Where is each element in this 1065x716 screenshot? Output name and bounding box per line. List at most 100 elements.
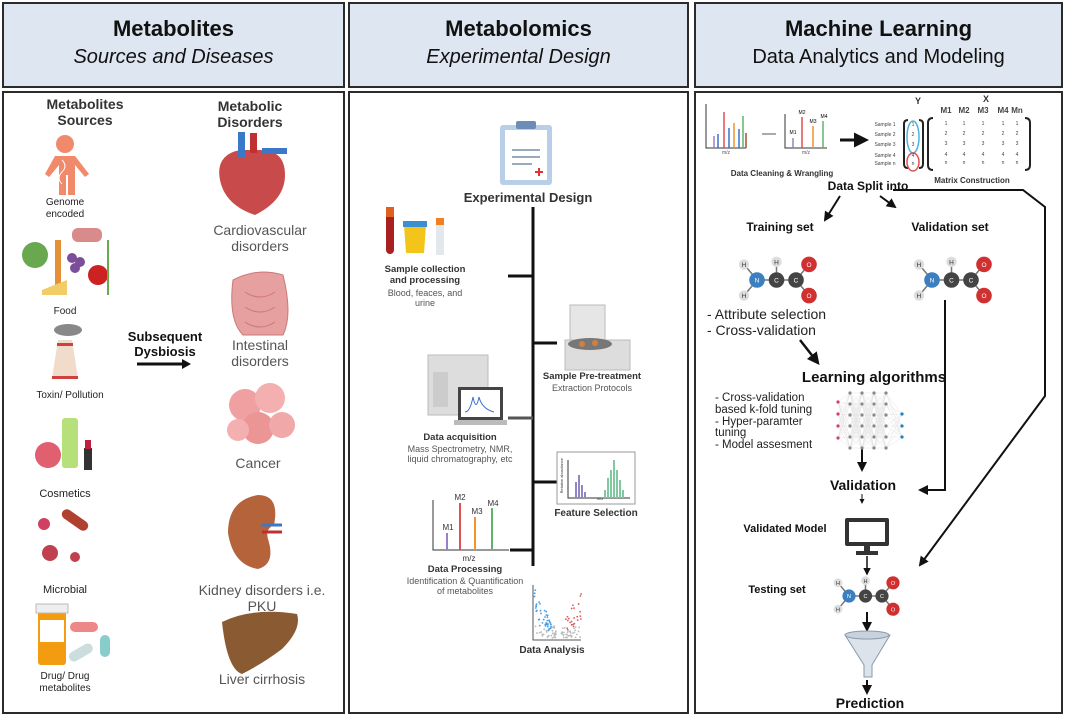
nn-node bbox=[860, 413, 864, 417]
neural-network-icon bbox=[836, 391, 904, 450]
volcano-point bbox=[573, 631, 576, 634]
heart-icon bbox=[219, 132, 287, 215]
volcano-point bbox=[539, 603, 541, 605]
arrow-right-icon bbox=[137, 359, 191, 369]
nn-node bbox=[872, 435, 876, 439]
matrix-x-label: X bbox=[982, 94, 990, 104]
nn-node bbox=[860, 424, 864, 428]
volcano-point bbox=[564, 618, 567, 621]
matrix-cell: 4 bbox=[944, 152, 948, 158]
feature-selection-title: Feature Selection bbox=[554, 508, 638, 519]
volcano-point bbox=[541, 621, 544, 624]
matrix-cell: 1 bbox=[944, 121, 948, 127]
clean-spectrum-icon bbox=[784, 114, 827, 149]
matrix-cell: 3 bbox=[1015, 141, 1019, 147]
matrix-cell: 4 bbox=[1001, 152, 1005, 158]
amino-acid-molecule-icon: H N C C O O H H bbox=[913, 256, 992, 304]
factory-pollution-icon bbox=[52, 324, 82, 379]
volcano-point bbox=[578, 626, 581, 629]
volcano-point bbox=[546, 619, 549, 622]
matrix-cell: 2 bbox=[962, 131, 966, 137]
peak-label: M2 bbox=[454, 493, 466, 502]
volcano-point bbox=[550, 625, 552, 628]
matrix-row-label: Sample 3 bbox=[874, 142, 896, 148]
volcano-point bbox=[538, 631, 541, 634]
volcano-point bbox=[566, 636, 568, 639]
volcano-point bbox=[551, 637, 554, 639]
matrix-cell: 1 bbox=[1001, 121, 1005, 127]
source-toxin-label: Toxin/ Pollution bbox=[36, 390, 104, 401]
atom-label: C bbox=[949, 278, 954, 285]
matrix-column-header: M4 bbox=[997, 106, 1009, 115]
monitor-icon bbox=[845, 518, 889, 555]
volcano-point bbox=[562, 627, 564, 630]
sample-collection-desc: Blood, feaces, and urine bbox=[387, 288, 463, 309]
mass-spectrometer-icon bbox=[427, 354, 507, 425]
matrix-row-label: Sample n bbox=[874, 161, 896, 167]
header-title: Metabolomics bbox=[445, 16, 592, 41]
volcano-point bbox=[547, 634, 550, 637]
nn-node bbox=[884, 435, 888, 439]
volcano-point bbox=[580, 593, 583, 595]
volcano-point bbox=[573, 617, 575, 619]
microbes-icon bbox=[38, 509, 89, 562]
header-title: Metabolites bbox=[112, 16, 235, 41]
matrix-column-header: M3 bbox=[977, 106, 989, 115]
disorder-liver: Liver cirrhosis bbox=[218, 671, 306, 687]
matrix-cell: 3 bbox=[962, 141, 966, 147]
source-genome-label: Genome encoded bbox=[45, 197, 85, 220]
matrix-y-value: 2 bbox=[911, 132, 915, 138]
food-icon bbox=[22, 228, 109, 295]
header-metabolites: Metabolites Sources and Diseases bbox=[2, 2, 345, 88]
nn-node bbox=[836, 436, 840, 440]
volcano-point bbox=[549, 627, 552, 630]
validated-model-label: Validated Model bbox=[743, 523, 827, 535]
person-dna-icon bbox=[45, 135, 89, 195]
header-subtitle: Experimental Design bbox=[426, 46, 611, 68]
matrix-row-label: Sample 4 bbox=[874, 153, 896, 159]
atom-label: O bbox=[981, 262, 986, 269]
atom-label: N bbox=[847, 594, 851, 600]
volcano-point bbox=[546, 625, 549, 628]
matrix-y-value: n bbox=[911, 161, 915, 167]
volcano-point bbox=[563, 626, 566, 629]
atom-label: N bbox=[930, 278, 935, 285]
validation-label: Validation bbox=[829, 477, 897, 493]
dysbiosis-label: Subsequent Dysbiosis bbox=[127, 329, 203, 359]
atom-label: C bbox=[774, 278, 779, 285]
matrix-cell: n bbox=[962, 160, 966, 166]
volcano-point bbox=[553, 635, 556, 637]
header-metabolomics: Metabolomics Experimental Design bbox=[348, 2, 689, 88]
volcano-point bbox=[566, 631, 569, 634]
training-set-label: Training set bbox=[746, 220, 814, 234]
volcano-point bbox=[574, 629, 577, 632]
peak-label: M3 bbox=[809, 119, 817, 125]
volcano-point bbox=[537, 618, 540, 621]
volcano-point bbox=[547, 629, 550, 632]
matrix-cell: 1 bbox=[962, 121, 966, 127]
volcano-point bbox=[534, 625, 537, 628]
volcano-point bbox=[579, 595, 582, 597]
matrix-construction-label: Matrix Construction bbox=[934, 176, 1010, 185]
volcano-point bbox=[569, 634, 572, 637]
volcano-point bbox=[545, 614, 548, 617]
volcano-point bbox=[545, 621, 548, 624]
nn-node bbox=[872, 391, 876, 395]
volcano-point bbox=[533, 595, 536, 598]
volcano-point bbox=[572, 625, 575, 628]
atom-label: H bbox=[864, 579, 868, 585]
experimental-design-label: Experimental Design bbox=[463, 190, 593, 205]
volcano-point bbox=[561, 631, 564, 634]
volcano-point bbox=[572, 604, 574, 607]
volcano-point bbox=[576, 615, 579, 618]
volcano-point bbox=[540, 612, 542, 615]
atom-label: N bbox=[755, 278, 760, 285]
volcano-point bbox=[579, 618, 582, 620]
nn-node bbox=[884, 402, 888, 406]
volcano-point bbox=[572, 623, 575, 626]
volcano-point bbox=[566, 615, 569, 618]
volcano-point bbox=[546, 623, 549, 626]
flow-arrows bbox=[799, 189, 1046, 695]
peak-label: M4 bbox=[487, 499, 499, 508]
